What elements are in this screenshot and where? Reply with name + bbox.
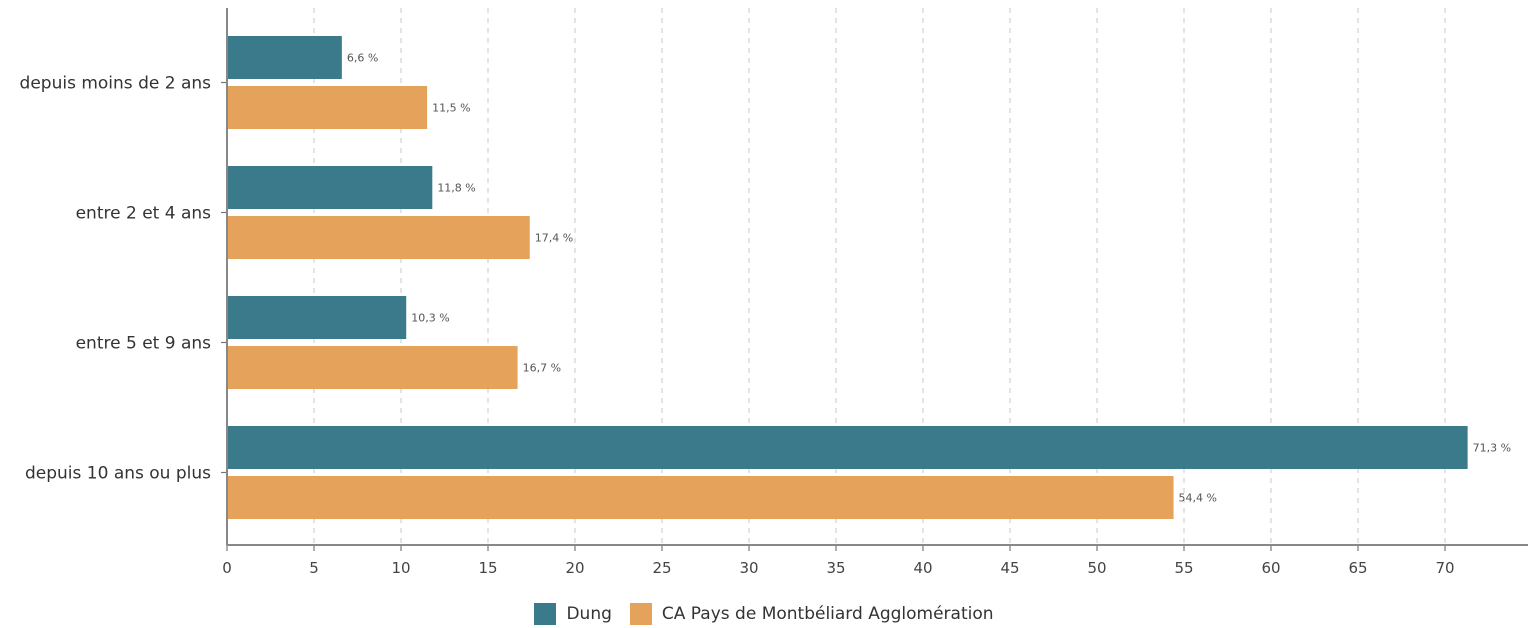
category-label: depuis 10 ans ou plus xyxy=(25,464,211,484)
data-label: 71,3 % xyxy=(1473,442,1511,455)
legend-item-dung[interactable]: Dung xyxy=(534,603,612,625)
x-tick-label: 30 xyxy=(739,559,758,577)
data-label: 17,4 % xyxy=(535,232,573,245)
category-label: entre 5 et 9 ans xyxy=(76,334,212,354)
bar[interactable] xyxy=(227,296,407,339)
x-tick-label: 15 xyxy=(478,559,497,577)
labels: 0 5 10 15 20 25 30 35 40 45 50 55 60 65 70 6,6 % 11,5 % d… xyxy=(20,52,1512,578)
bar[interactable] xyxy=(227,426,1468,469)
bar-chart: 0 5 10 15 20 25 30 35 40 45 50 55 60 65 70 6,6 % 11,5 % d… xyxy=(20,8,1528,578)
data-label: 10,3 % xyxy=(411,312,449,325)
x-tick-label: 70 xyxy=(1435,559,1454,577)
legend-swatch-dung xyxy=(534,603,557,625)
bar[interactable] xyxy=(227,86,428,129)
x-tick-label: 5 xyxy=(309,559,319,577)
category-label: depuis moins de 2 ans xyxy=(20,74,212,94)
axes xyxy=(221,8,1528,551)
data-label: 54,4 % xyxy=(1179,492,1217,505)
bars xyxy=(227,36,1468,519)
x-tick-label: 45 xyxy=(1000,559,1019,577)
data-label: 11,5 % xyxy=(432,102,470,115)
data-label: 16,7 % xyxy=(523,362,561,375)
legend-label-ca-pays-de-montbeliard: CA Pays de Montbéliard Agglomération xyxy=(661,604,994,624)
x-tick-label: 0 xyxy=(222,559,232,577)
x-tick-label: 50 xyxy=(1087,559,1106,577)
bar[interactable] xyxy=(227,216,530,259)
legend: Dung CA Pays de Montbéliard Agglomératio… xyxy=(0,600,1528,628)
bar[interactable] xyxy=(227,476,1174,519)
bar[interactable] xyxy=(227,346,518,389)
x-tick-label: 65 xyxy=(1348,559,1367,577)
x-tick-label: 35 xyxy=(826,559,845,577)
data-label: 11,8 % xyxy=(437,182,475,195)
x-tick-label: 40 xyxy=(913,559,932,577)
x-tick-label: 60 xyxy=(1261,559,1280,577)
category-label: entre 2 et 4 ans xyxy=(76,204,212,224)
bar[interactable] xyxy=(227,36,342,79)
data-label: 6,6 % xyxy=(347,52,378,65)
bar[interactable] xyxy=(227,166,433,209)
x-tick-label: 20 xyxy=(565,559,584,577)
x-tick-label: 25 xyxy=(652,559,671,577)
legend-item-ca-pays-de-montbeliard[interactable]: CA Pays de Montbéliard Agglomération xyxy=(629,603,994,625)
legend-label-dung: Dung xyxy=(566,604,612,624)
legend-swatch-ca-pays-de-montbeliard xyxy=(629,603,652,625)
x-tick-label: 55 xyxy=(1174,559,1193,577)
x-tick-label: 10 xyxy=(391,559,410,577)
